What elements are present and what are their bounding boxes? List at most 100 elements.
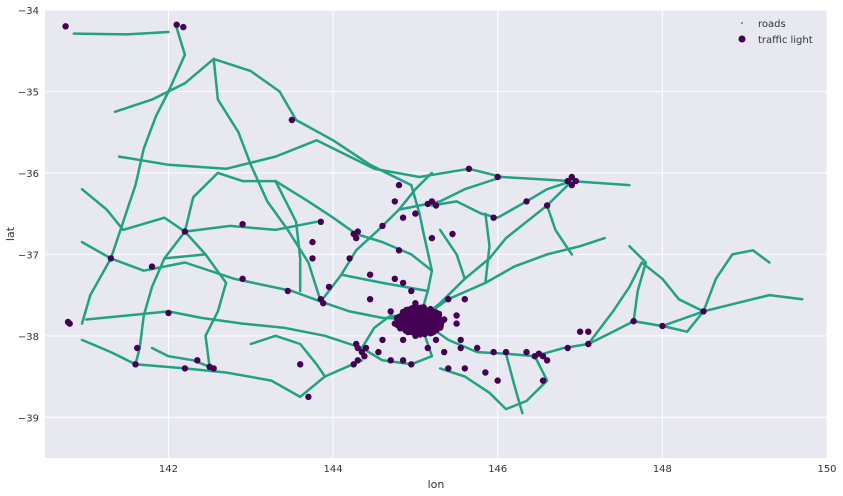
road-line <box>150 346 211 369</box>
road-line <box>249 334 327 378</box>
y-axis-label: lat <box>4 226 17 241</box>
traffic-light-point <box>412 210 419 217</box>
traffic-light-point <box>288 116 296 124</box>
road-line <box>484 212 491 285</box>
y-tick-label: −34 <box>18 6 39 17</box>
traffic-light-point <box>585 328 592 335</box>
traffic-light-point <box>430 325 437 332</box>
traffic-light-point <box>411 310 418 318</box>
traffic-light-point <box>449 230 456 238</box>
road-line <box>183 230 228 369</box>
traffic-light-point <box>490 348 497 356</box>
traffic-light-point <box>494 377 501 384</box>
traffic-light-point <box>576 328 584 335</box>
traffic-light-point <box>425 312 432 319</box>
traffic-light-point <box>523 198 530 205</box>
road-line <box>80 338 137 366</box>
y-tick-label: −35 <box>18 87 39 98</box>
traffic-light-point <box>417 312 424 319</box>
traffic-light-point <box>543 357 551 364</box>
road-line <box>397 175 504 211</box>
road-line <box>163 253 207 260</box>
traffic-light-point <box>317 218 324 225</box>
traffic-light-point <box>210 365 217 372</box>
traffic-light-point <box>165 309 172 317</box>
road-line <box>661 310 705 333</box>
traffic-light-point <box>399 357 407 364</box>
traffic-light-point <box>417 318 424 325</box>
traffic-light-point <box>181 228 189 235</box>
traffic-light-point <box>361 353 368 360</box>
road-line <box>410 183 434 272</box>
traffic-light-point <box>395 181 403 189</box>
traffic-light-point <box>148 263 156 270</box>
legend-roads-label: roads <box>758 19 786 30</box>
traffic-light-point <box>494 173 501 181</box>
traffic-light-point <box>572 177 580 185</box>
x-tick-label: 150 <box>817 464 836 475</box>
traffic-light-point <box>194 357 201 364</box>
traffic-light-point <box>391 198 398 205</box>
grid-lines <box>45 9 828 458</box>
traffic-light-point <box>410 324 417 331</box>
road-line <box>80 26 187 325</box>
y-axis-ticks: −34 −35 −36 −37 −38 −39 <box>18 6 39 424</box>
traffic-light-point <box>457 344 464 352</box>
traffic-light-point <box>426 307 433 314</box>
traffic-light-point <box>399 336 407 344</box>
road-line <box>545 204 574 256</box>
traffic-light-point <box>404 320 412 328</box>
road-line <box>430 179 574 219</box>
traffic-light-point <box>428 234 436 242</box>
legend-roads-marker <box>741 22 743 24</box>
legend-traffic-light-label: traffic light <box>758 35 813 46</box>
road-line <box>113 57 413 187</box>
road-line <box>274 179 358 236</box>
traffic-light-point <box>346 255 353 262</box>
traffic-light-point <box>445 365 452 372</box>
traffic-light-point <box>432 202 440 209</box>
traffic-light-series <box>62 21 707 401</box>
traffic-light-point <box>379 222 386 230</box>
traffic-light-point <box>564 177 571 185</box>
traffic-light-point <box>424 344 431 352</box>
road-line <box>72 30 170 36</box>
traffic-light-point <box>239 275 246 282</box>
y-tick-label: −37 <box>18 250 39 261</box>
traffic-light-point <box>700 308 707 315</box>
road-line <box>84 310 364 350</box>
traffic-light-point <box>350 361 357 368</box>
road-line <box>212 57 323 303</box>
road-line <box>438 228 467 281</box>
traffic-light-point <box>387 357 394 364</box>
traffic-light-point <box>325 283 333 291</box>
traffic-light-point <box>320 300 327 307</box>
traffic-light-point <box>309 238 316 246</box>
road-line <box>117 139 631 187</box>
traffic-light-point <box>399 279 407 287</box>
traffic-light-point <box>543 202 551 209</box>
x-tick-label: 148 <box>653 464 672 475</box>
traffic-light-point <box>180 23 187 31</box>
traffic-light-point <box>490 214 497 221</box>
traffic-light-point <box>659 322 666 330</box>
traffic-light-point <box>465 165 473 172</box>
traffic-light-point <box>415 330 423 338</box>
traffic-light-point <box>399 214 407 221</box>
road-line <box>438 354 549 411</box>
traffic-light-point <box>417 324 424 331</box>
road-line <box>274 179 302 293</box>
traffic-light-point <box>362 344 370 352</box>
traffic-light-point <box>132 361 139 368</box>
x-tick-label: 144 <box>324 464 343 475</box>
traffic-light-point <box>375 348 382 356</box>
traffic-light-point <box>107 255 115 262</box>
traffic-light-point <box>482 369 489 376</box>
traffic-light-point <box>305 393 312 401</box>
road-line <box>702 249 771 313</box>
traffic-light-point <box>134 344 141 352</box>
traffic-light-point <box>441 348 448 356</box>
traffic-light-point <box>461 296 468 303</box>
traffic-light-point <box>297 361 304 368</box>
